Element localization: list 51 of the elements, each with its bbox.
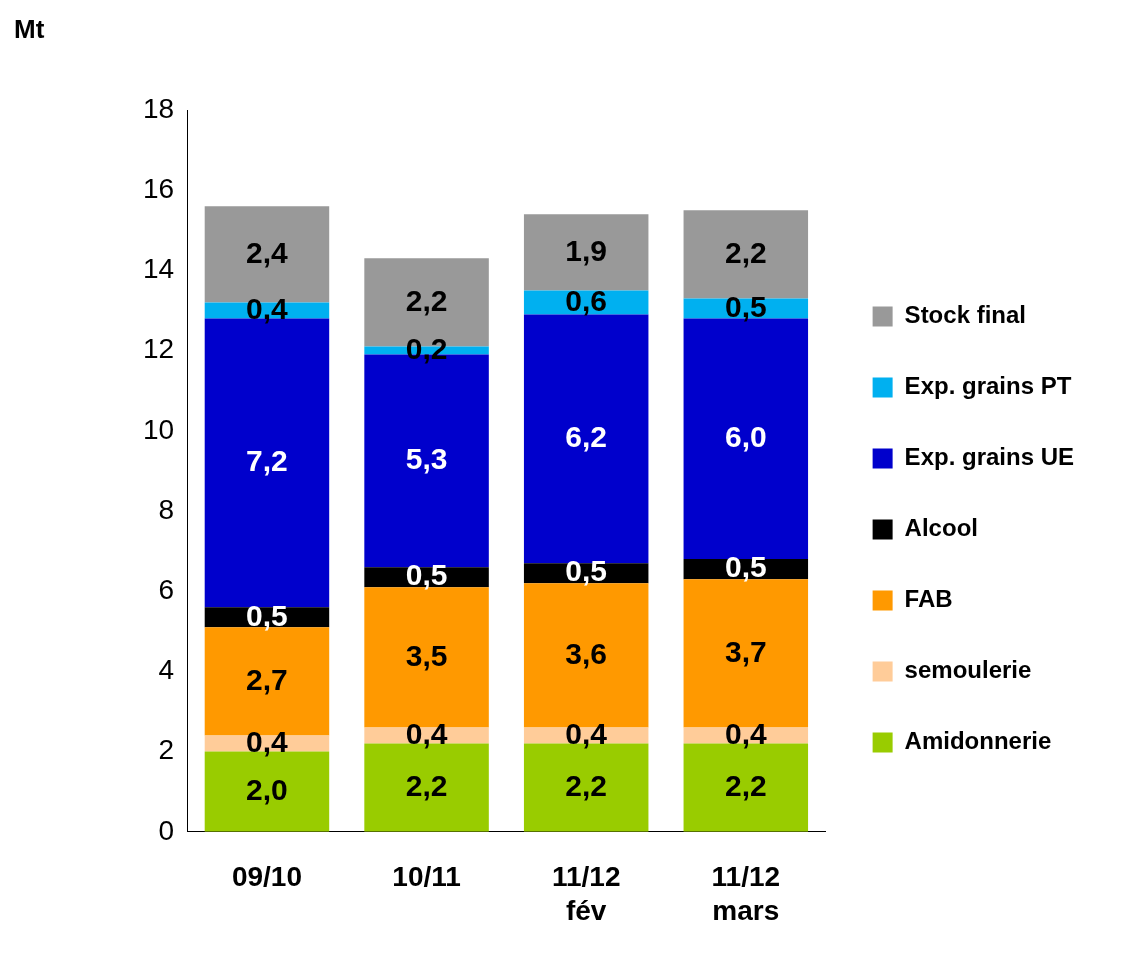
- data-label: 2,2: [724, 235, 767, 269]
- y-tick-label: 8: [158, 493, 175, 525]
- legend-label: semoulerie: [904, 656, 1032, 684]
- data-label: 2,2: [724, 768, 767, 802]
- x-tick-label: 10/11: [392, 861, 461, 893]
- data-label: 0,5: [724, 289, 767, 323]
- legend-label: FAB: [904, 585, 953, 613]
- bar: [683, 210, 809, 299]
- y-tick-label: 4: [158, 654, 175, 686]
- data-label: 3,5: [405, 638, 448, 672]
- data-label: 2,7: [246, 662, 288, 696]
- legend-label: Stock final: [904, 301, 1026, 329]
- y-tick-label: 16: [142, 172, 175, 204]
- y-tick-label: 14: [142, 253, 175, 285]
- y-tick-label: 12: [142, 333, 175, 365]
- x-tick-label: 11/12 fév: [551, 861, 621, 926]
- data-label: 0,4: [565, 716, 608, 750]
- data-label: 1,9: [565, 233, 608, 267]
- data-label: 2,2: [565, 768, 608, 802]
- y-tick-label: 10: [142, 413, 175, 445]
- legend-label: Exp. grains PT: [904, 372, 1072, 400]
- x-tick-label: 09/10: [231, 861, 302, 893]
- y-tick-label: 18: [142, 92, 175, 124]
- y-tick-label: 0: [158, 814, 175, 846]
- data-label: 6,2: [565, 420, 608, 454]
- y-tick-label: 6: [158, 573, 175, 605]
- data-label: 2,2: [405, 283, 448, 317]
- data-label: 7,2: [246, 444, 288, 478]
- data-label: 0,6: [565, 283, 608, 317]
- data-label: 2,2: [405, 768, 448, 802]
- data-label: 2,0: [246, 772, 288, 806]
- y-tick-label: 2: [158, 734, 175, 766]
- data-label: 3,6: [565, 636, 608, 670]
- data-label: 0,4: [246, 291, 289, 325]
- data-label: 0,4: [724, 716, 767, 750]
- data-label: 0,4: [405, 716, 448, 750]
- legend-label: Amidonnerie: [904, 727, 1052, 755]
- legend-label: Exp. grains UE: [904, 443, 1075, 471]
- data-label: 3,7: [724, 634, 767, 668]
- data-label: 0,5: [405, 558, 448, 592]
- data-label: 2,4: [246, 235, 289, 269]
- y-axis-title: Mt: [14, 14, 45, 45]
- legend-label: Alcool: [904, 514, 978, 542]
- data-label: 0,5: [724, 550, 767, 584]
- data-label: 6,0: [724, 420, 767, 454]
- x-tick-label: 11/12 mars: [711, 861, 781, 926]
- data-label: 0,5: [246, 598, 288, 632]
- data-label: 0,4: [246, 724, 289, 758]
- bar: [523, 214, 649, 291]
- data-label: 0,5: [565, 554, 608, 588]
- data-label: 5,3: [405, 442, 448, 476]
